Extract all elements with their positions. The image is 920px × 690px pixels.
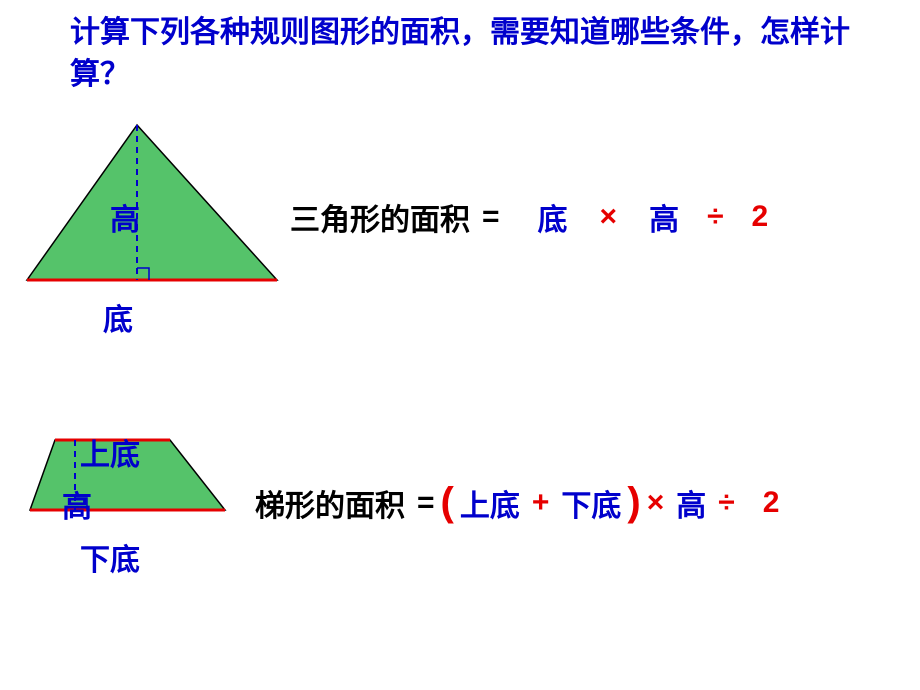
triangle-formula-two: 2 xyxy=(752,200,769,234)
multiply-sign: × xyxy=(647,486,665,520)
triangle-formula: 三角形的面积 = 底 × 高 ÷ 2 xyxy=(290,195,768,239)
trapezoid-formula-height: 高 xyxy=(676,481,706,525)
triangle-formula-base: 底 xyxy=(538,195,568,239)
plus-sign: + xyxy=(532,486,550,520)
triangle-base-label: 底 xyxy=(103,295,133,339)
equals-sign: = xyxy=(482,200,500,234)
triangle-height-label: 高 xyxy=(110,195,140,239)
question-text: 计算下列各种规则图形的面积，需要知道哪些条件，怎样计算？ xyxy=(70,12,870,96)
triangle-svg xyxy=(22,120,282,290)
multiply-sign: × xyxy=(600,200,618,234)
trapezoid-formula-top: 上底 xyxy=(460,481,520,525)
divide-sign: ÷ xyxy=(718,486,734,520)
trapezoid-formula-lhs: 梯形的面积 xyxy=(255,481,405,525)
trapezoid-top-label: 上底 xyxy=(80,430,140,474)
triangle-formula-height: 高 xyxy=(649,195,679,239)
trapezoid-formula: 梯形的面积 = ( 上底 + 下底 ) × 高 ÷ 2 xyxy=(255,480,779,525)
close-paren: ) xyxy=(627,480,640,525)
open-paren: ( xyxy=(441,480,454,525)
trapezoid-formula-bottom: 下底 xyxy=(561,481,621,525)
triangle-diagram xyxy=(22,120,282,295)
divide-sign: ÷ xyxy=(707,200,723,234)
triangle-shape xyxy=(27,125,277,280)
trapezoid-formula-two: 2 xyxy=(763,486,780,520)
trapezoid-height-label: 高 xyxy=(62,482,92,526)
equals-sign: = xyxy=(417,486,435,520)
trapezoid-bottom-label: 下底 xyxy=(80,535,140,579)
triangle-formula-lhs: 三角形的面积 xyxy=(290,195,470,239)
